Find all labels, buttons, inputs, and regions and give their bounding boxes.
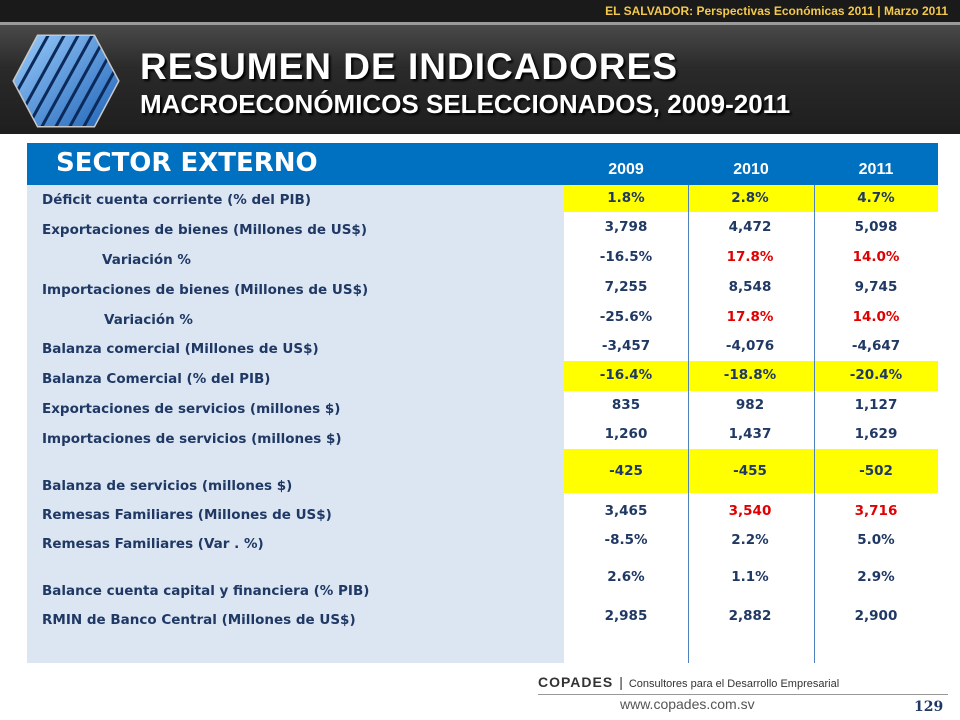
table-cell: -25.6% xyxy=(599,309,653,325)
hexagon-stripes-logo xyxy=(12,34,120,128)
table-cell: 2.9% xyxy=(857,569,895,585)
table-cell: 1,127 xyxy=(854,397,898,413)
table-cell: 2,882 xyxy=(728,608,772,624)
year-header-2011: 2011 xyxy=(814,143,938,185)
table-cell: -16.5% xyxy=(599,249,653,265)
table-cell: 8,548 xyxy=(728,279,772,295)
row-label: Remesas Familiares (Var . %) xyxy=(42,536,264,552)
table-cell: 1,629 xyxy=(854,426,898,442)
row-highlight xyxy=(564,185,938,212)
brand-name: COPADES xyxy=(538,674,614,690)
table-cell: 2.2% xyxy=(731,532,769,548)
table-cell: -16.4% xyxy=(599,367,653,383)
table-cell: 7,255 xyxy=(604,279,648,295)
table-cell: 5.0% xyxy=(857,532,895,548)
row-label: RMIN de Banco Central (Millones de US$) xyxy=(42,612,356,628)
row-label: Exportaciones de servicios (millones $) xyxy=(42,401,341,417)
row-highlight xyxy=(564,361,938,391)
table-cell: 1,260 xyxy=(604,426,648,442)
table-cell: 2,985 xyxy=(604,608,648,624)
table-cell: -502 xyxy=(859,463,893,479)
table-cell: 9,745 xyxy=(854,279,898,295)
table-cell: 4,472 xyxy=(728,219,772,235)
footer-url[interactable]: www.copades.com.sv xyxy=(620,696,755,712)
brand-tagline: Consultores para el Desarrollo Empresari… xyxy=(628,678,840,690)
row-label: Remesas Familiares (Millones de US$) xyxy=(42,507,332,523)
table-cell: 17.8% xyxy=(726,309,774,325)
table-cell: 1,437 xyxy=(728,426,772,442)
row-label: Balanza comercial (Millones de US$) xyxy=(42,341,319,357)
brand-separator: | xyxy=(619,674,623,690)
table-cell: 5,098 xyxy=(854,219,898,235)
row-label: Importaciones de bienes (Millones de US$… xyxy=(42,282,369,298)
table-cell: 2.8% xyxy=(731,190,769,206)
page-title: RESUMEN DE INDICADORES xyxy=(140,46,678,87)
table-cell: -18.8% xyxy=(723,367,777,383)
row-label: Balanza de servicios (millones $) xyxy=(42,478,293,494)
table-cell: -4,076 xyxy=(725,338,775,354)
table-cell: 2,900 xyxy=(854,608,898,624)
title-header xyxy=(0,24,960,134)
table-cell: 4.7% xyxy=(857,190,895,206)
header-divider xyxy=(0,22,960,25)
year-header-2009: 2009 xyxy=(564,143,688,185)
table-cell: 14.0% xyxy=(852,249,900,265)
table-cell: 3,465 xyxy=(604,503,648,519)
table-cell: 3,716 xyxy=(854,503,898,519)
column-divider xyxy=(688,185,689,663)
column-divider xyxy=(814,185,815,663)
row-label: Variación % xyxy=(104,312,193,328)
table-cell: -3,457 xyxy=(601,338,651,354)
top-caption: EL SALVADOR: Perspectivas Económicas 201… xyxy=(605,4,948,18)
top-caption-bar: EL SALVADOR: Perspectivas Económicas 201… xyxy=(0,0,960,22)
table-cell: 1.1% xyxy=(731,569,769,585)
table-cell: 2.6% xyxy=(607,569,645,585)
footer-brand: COPADES | Consultores para el Desarrollo E… xyxy=(538,674,839,692)
table-cell: 835 xyxy=(611,397,641,413)
section-title: SECTOR EXTERNO xyxy=(56,148,318,178)
table-cell: -20.4% xyxy=(849,367,903,383)
values-area xyxy=(564,185,938,663)
table-cell: -425 xyxy=(609,463,643,479)
footer-divider xyxy=(538,694,948,695)
section-header-bar xyxy=(27,143,564,185)
table-cell: 3,540 xyxy=(728,503,772,519)
table-cell: -455 xyxy=(733,463,767,479)
row-highlight xyxy=(564,449,938,493)
page-number: 129 xyxy=(914,699,944,715)
row-label: Déficit cuenta corriente (% del PIB) xyxy=(42,192,312,208)
table-cell: -4,647 xyxy=(851,338,901,354)
table-cell: 1.8% xyxy=(607,190,645,206)
row-label: Balance cuenta capital y financiera (% P… xyxy=(42,583,370,599)
row-label: Variación % xyxy=(102,252,191,268)
year-header-2010: 2010 xyxy=(688,143,814,185)
table-cell: -8.5% xyxy=(604,532,648,548)
row-label: Exportaciones de bienes (Millones de US$… xyxy=(42,222,367,238)
table-cell: 982 xyxy=(735,397,765,413)
row-label: Balanza Comercial (% del PIB) xyxy=(42,371,271,387)
table-cell: 14.0% xyxy=(852,309,900,325)
table-cell: 17.8% xyxy=(726,249,774,265)
row-label: Importaciones de servicios (millones $) xyxy=(42,431,342,447)
table-cell: 3,798 xyxy=(604,219,648,235)
page-subtitle: MACROECONÓMICOS SELECCIONADOS, 2009-2011 xyxy=(140,89,791,119)
